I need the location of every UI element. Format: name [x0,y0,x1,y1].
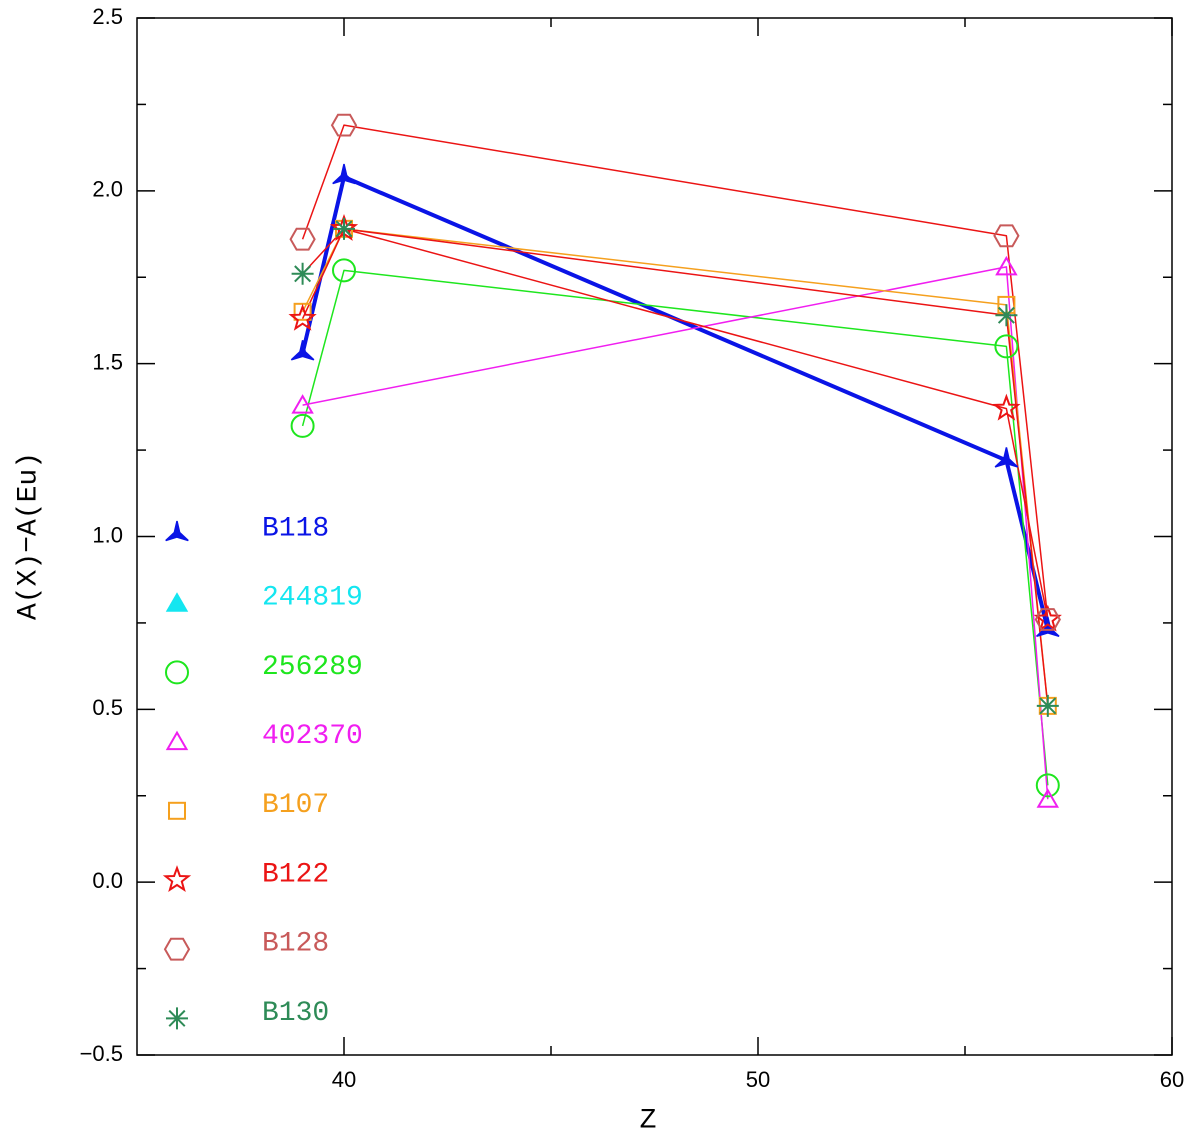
series-line [301,269,1049,786]
marker [289,227,316,251]
marker [992,393,1021,421]
marker [332,258,356,283]
marker [165,592,189,612]
y-tick-label: 0.0 [92,868,123,893]
marker [333,217,355,240]
legend-label: 256289 [262,652,363,683]
marker [1033,604,1062,632]
legend-label: 244819 [262,583,363,614]
marker [165,520,189,542]
marker [290,413,315,438]
y-tick-label: −0.5 [80,1041,123,1066]
legend-label: B130 [262,998,329,1029]
marker [330,113,358,137]
marker [165,730,189,751]
marker [291,262,314,285]
legend-label: B122 [262,859,329,890]
marker [162,865,192,893]
legend-label: 402370 [262,721,363,752]
series-line [301,124,1049,620]
marker [994,447,1019,468]
series-line [301,228,1049,620]
marker [1036,694,1059,717]
marker [291,394,314,414]
marker [168,801,186,820]
legend-label: B118 [262,513,329,544]
marker [290,340,315,361]
marker [1036,788,1060,808]
marker [165,660,189,685]
marker [288,303,317,331]
series-line [302,266,1049,800]
y-axis-label: A(X)−A(Eu) [13,452,44,620]
y-tick-label: 0.5 [92,695,123,720]
marker [163,937,191,961]
x-axis-label: Z [640,1105,657,1136]
marker [166,1007,188,1030]
series-line [302,228,1049,706]
marker [994,334,1019,359]
x-tick-label: 50 [746,1067,770,1092]
y-tick-label: 2.5 [92,4,123,29]
marker [993,224,1020,248]
marker [995,304,1018,327]
series-line [301,228,1049,706]
marker [332,163,356,185]
x-tick-label: 60 [1160,1067,1184,1092]
legend-label: B128 [262,929,329,960]
x-tick-label: 40 [332,1067,356,1092]
y-tick-label: 1.5 [92,349,123,374]
marker [995,255,1018,276]
y-tick-label: 1.0 [92,522,123,547]
series-line [300,175,1050,631]
marker [1034,608,1061,631]
legend-label: B107 [262,790,329,821]
y-tick-label: 2.0 [92,177,123,202]
marker [1035,773,1060,798]
